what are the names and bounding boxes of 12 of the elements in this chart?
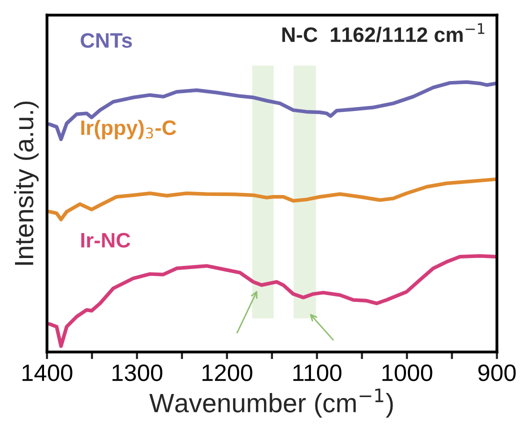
x-tick-label: 900 — [478, 364, 516, 382]
x-tick-label: 1100 — [293, 364, 342, 382]
text: Ir(ppy)$_{3}$-C — [81, 120, 176, 140]
x-axis-title: Wavenumber (cm$^{−1}$) — [149, 388, 393, 418]
x-tick-label: 1300 — [112, 364, 162, 382]
series-label: Ir-NC — [81, 232, 130, 248]
text: N-C 1162/1112 cm$^{−1}$ — [282, 23, 484, 42]
x-tick-label: 1400 — [22, 364, 72, 382]
text: CNTs — [80, 33, 132, 48]
x-tick-label: 1200 — [202, 364, 252, 382]
x-tick-label: 1000 — [382, 364, 432, 382]
y-axis-title: Intensity (a.u.) — [14, 102, 39, 265]
